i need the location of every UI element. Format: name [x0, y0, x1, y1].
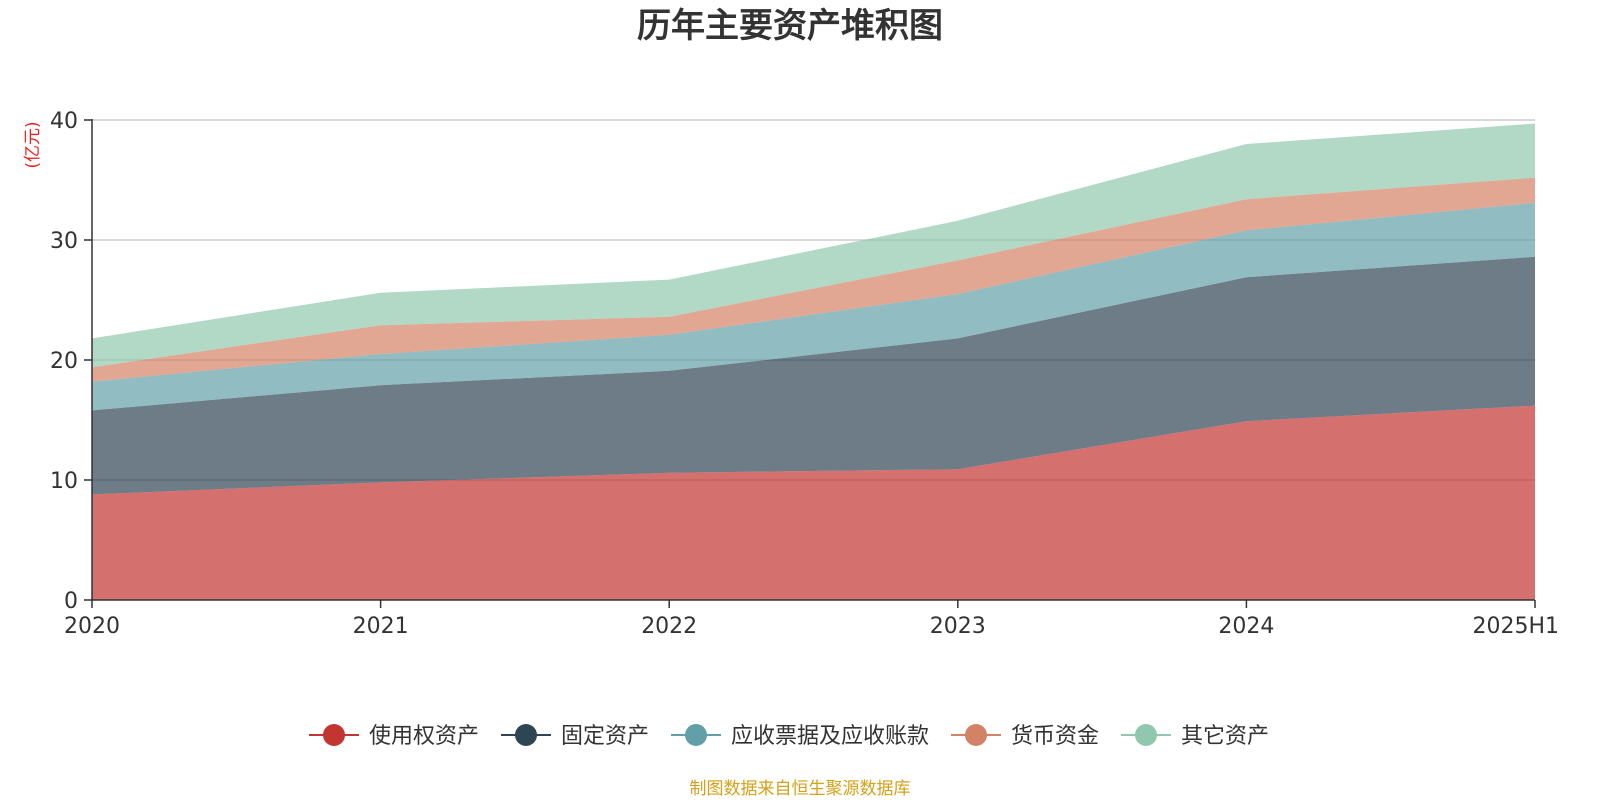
y-tick-label: 0	[64, 589, 78, 614]
x-tick-label: 2024	[1218, 614, 1274, 639]
x-axis-ticks: 2020 2021 2022 2023 2024 2025H1	[64, 600, 1559, 639]
legend-marker-icon	[1135, 724, 1157, 746]
y-tick-label: 30	[50, 229, 78, 254]
legend-marker-icon	[685, 724, 707, 746]
y-tick-label: 20	[50, 349, 78, 374]
legend-marker-icon	[965, 724, 987, 746]
legend-label: 应收票据及应收账款	[731, 724, 929, 749]
legend-item-0[interactable]: 使用权资产	[309, 724, 479, 749]
area-series-4	[92, 123, 1535, 368]
legend-label: 其它资产	[1181, 724, 1269, 749]
area-series-1	[92, 256, 1535, 495]
y-tick-label: 10	[50, 469, 78, 494]
legend-label: 货币资金	[1011, 724, 1099, 749]
area-series-3	[92, 177, 1535, 382]
legend-item-3[interactable]: 货币资金	[951, 724, 1099, 749]
y-axis-ticks: 0 10 20 30 40	[50, 109, 92, 614]
area-series-group	[92, 123, 1535, 600]
x-tick-label: 2021	[353, 614, 409, 639]
x-tick-label: 2022	[641, 614, 697, 639]
x-tick-label: 2025H1	[1472, 614, 1559, 639]
y-axis-unit-label: (亿元)	[23, 121, 43, 168]
legend-item-4[interactable]: 其它资产	[1121, 724, 1269, 749]
legend-marker-icon	[323, 724, 345, 746]
source-note: 制图数据来自恒生聚源数据库	[690, 779, 911, 799]
x-tick-label: 2023	[930, 614, 986, 639]
legend-item-2[interactable]: 应收票据及应收账款	[671, 724, 929, 749]
area-series-0	[92, 405, 1535, 600]
chart-title: 历年主要资产堆积图	[637, 6, 943, 46]
y-tick-label: 40	[50, 109, 78, 134]
legend-item-1[interactable]: 固定资产	[501, 724, 649, 749]
legend-label: 使用权资产	[369, 724, 479, 749]
legend-marker-icon	[515, 724, 537, 746]
x-tick-label: 2020	[64, 614, 120, 639]
area-series-2	[92, 202, 1535, 411]
legend: 使用权资产 固定资产 应收票据及应收账款 货币资金 其它资产	[309, 724, 1269, 749]
legend-label: 固定资产	[561, 724, 649, 749]
